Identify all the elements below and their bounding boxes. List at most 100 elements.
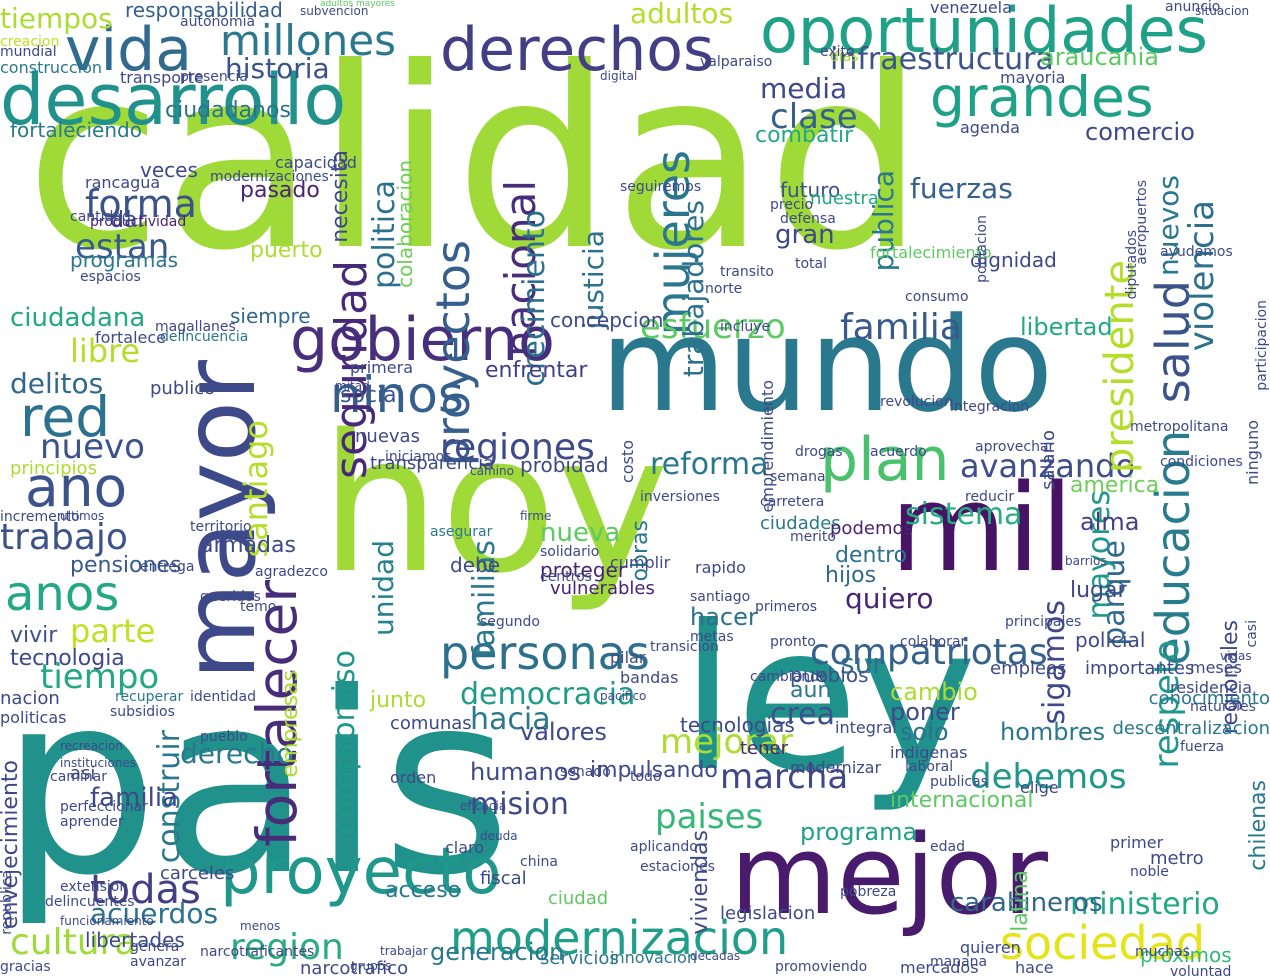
cloud-word: fuerza — [1180, 739, 1225, 755]
cloud-word: cumplir — [610, 553, 671, 572]
cloud-word: deuda — [480, 829, 518, 843]
cloud-word: digital — [600, 69, 638, 83]
cloud-word: humanos — [470, 758, 581, 786]
cloud-word: norte — [705, 281, 743, 297]
cloud-word: fiscal — [480, 868, 527, 889]
cloud-word: perfeccionar — [60, 799, 148, 815]
cloud-word: futuro — [780, 178, 841, 202]
cloud-word: tecnologia — [10, 646, 125, 671]
cloud-word: publicas — [930, 774, 988, 790]
cloud-word: primeros — [755, 599, 818, 615]
cloud-word: crea — [770, 697, 836, 732]
cloud-word: empleos — [990, 658, 1067, 679]
cloud-word: ultimos — [60, 509, 105, 523]
cloud-word: autonomia — [180, 14, 256, 30]
cloud-word: internacional — [890, 788, 1034, 813]
cloud-word: probidad — [520, 453, 609, 477]
cloud-word: incremento — [0, 509, 80, 525]
cloud-word: fortalece — [95, 328, 167, 347]
cloud-word: ciudades — [760, 513, 841, 534]
cloud-word: segundo — [480, 614, 540, 630]
cloud-word: delitos — [10, 367, 104, 400]
cloud-word: sistema — [905, 497, 1023, 532]
cloud-word: combatir — [755, 123, 854, 148]
cloud-word: primera — [350, 358, 413, 377]
cloud-word: vida — [65, 15, 193, 85]
cloud-word: tiempo — [40, 657, 160, 697]
cloud-word: precio — [770, 197, 814, 213]
cloud-word: queridos — [200, 589, 261, 605]
cloud-word: bandas — [620, 668, 679, 687]
cloud-word: dar — [110, 208, 147, 233]
cloud-word: menos — [240, 919, 281, 933]
cloud-word: transicion — [650, 639, 719, 655]
cloud-word: pais — [0, 639, 512, 930]
cloud-word: anuncio — [1165, 0, 1221, 15]
cloud-word: mejor — [730, 811, 1048, 939]
cloud-word: armadas — [200, 533, 296, 558]
cloud-word: plan — [820, 425, 950, 495]
cloud-word: innovacion — [610, 948, 697, 967]
cloud-word: estan — [75, 227, 170, 267]
cloud-word: siempre — [230, 304, 311, 328]
cloud-word: transporte — [120, 68, 204, 87]
cloud-word: debemos — [970, 757, 1127, 797]
cloud-word: fortalecimiento — [870, 243, 992, 262]
cloud-word: cambio — [890, 678, 978, 706]
cloud-word: policial — [1075, 628, 1146, 652]
cloud-word: aplicando — [630, 839, 698, 855]
cloud-word: naturales — [1190, 699, 1256, 715]
cloud-word: quieren — [960, 938, 1021, 957]
cloud-word: muchas — [1135, 944, 1190, 960]
cloud-word: todo — [630, 769, 662, 785]
cloud-word: aprovechar — [975, 439, 1055, 455]
cloud-word: reforma — [650, 447, 769, 482]
cloud-word: politicas — [0, 708, 67, 727]
cloud-word: indigenas — [890, 743, 968, 762]
cloud-word: trabajar — [380, 944, 428, 958]
cloud-word: forma — [85, 182, 197, 226]
cloud-word: publico — [150, 378, 216, 399]
cloud-word: iniciamos — [385, 449, 452, 465]
cloud-word: familia — [90, 783, 179, 813]
cloud-word: laboral — [905, 759, 954, 775]
cloud-word: consumo — [905, 289, 969, 305]
cloud-word: avanzar — [130, 954, 186, 970]
cloud-word: sur — [840, 647, 884, 680]
cloud-word: hacer — [690, 603, 758, 631]
cloud-word: trabajadores — [677, 200, 710, 378]
cloud-word: vulnerables — [550, 578, 655, 599]
cloud-word: compromiso — [327, 650, 362, 835]
cloud-word: oportunidades — [760, 0, 1208, 67]
cloud-word: trabajo — [0, 517, 128, 558]
cloud-word: cambiando — [750, 669, 828, 685]
cloud-word: clase — [770, 97, 858, 137]
cloud-word: decadas — [690, 949, 741, 963]
cloud-word: ciudad — [548, 888, 609, 909]
cloud-word: voluntad — [1170, 964, 1232, 980]
cloud-word: acceso — [385, 878, 462, 903]
cloud-word: claro — [445, 838, 485, 857]
cloud-word: marcha — [720, 757, 849, 797]
cloud-word: drogas — [795, 444, 843, 460]
cloud-word: inversiones — [640, 489, 720, 505]
cloud-word: obras — [628, 520, 653, 582]
cloud-word: impulsando — [590, 758, 718, 783]
cloud-word: quiero — [845, 582, 934, 615]
cloud-word: acuerdos — [90, 897, 219, 930]
cloud-word: delincuencia — [160, 329, 249, 345]
cloud-word: hijos — [825, 563, 877, 588]
cloud-word: entrega — [140, 559, 195, 575]
cloud-word: gracias — [0, 959, 51, 975]
cloud-word: democracia — [460, 677, 636, 712]
cloud-word: construccion — [0, 58, 103, 77]
cloud-word: ninguno — [1243, 420, 1262, 485]
cloud-word: pobreza — [840, 884, 897, 900]
cloud-word: rapido — [695, 558, 746, 577]
cloud-word: libertad — [1020, 313, 1113, 341]
cloud-word: exito — [820, 44, 855, 60]
cloud-word: nuevas — [355, 426, 420, 447]
cloud-word: extension — [60, 879, 129, 895]
cloud-word: pronto — [770, 634, 816, 650]
cloud-word: alma — [1080, 508, 1140, 536]
